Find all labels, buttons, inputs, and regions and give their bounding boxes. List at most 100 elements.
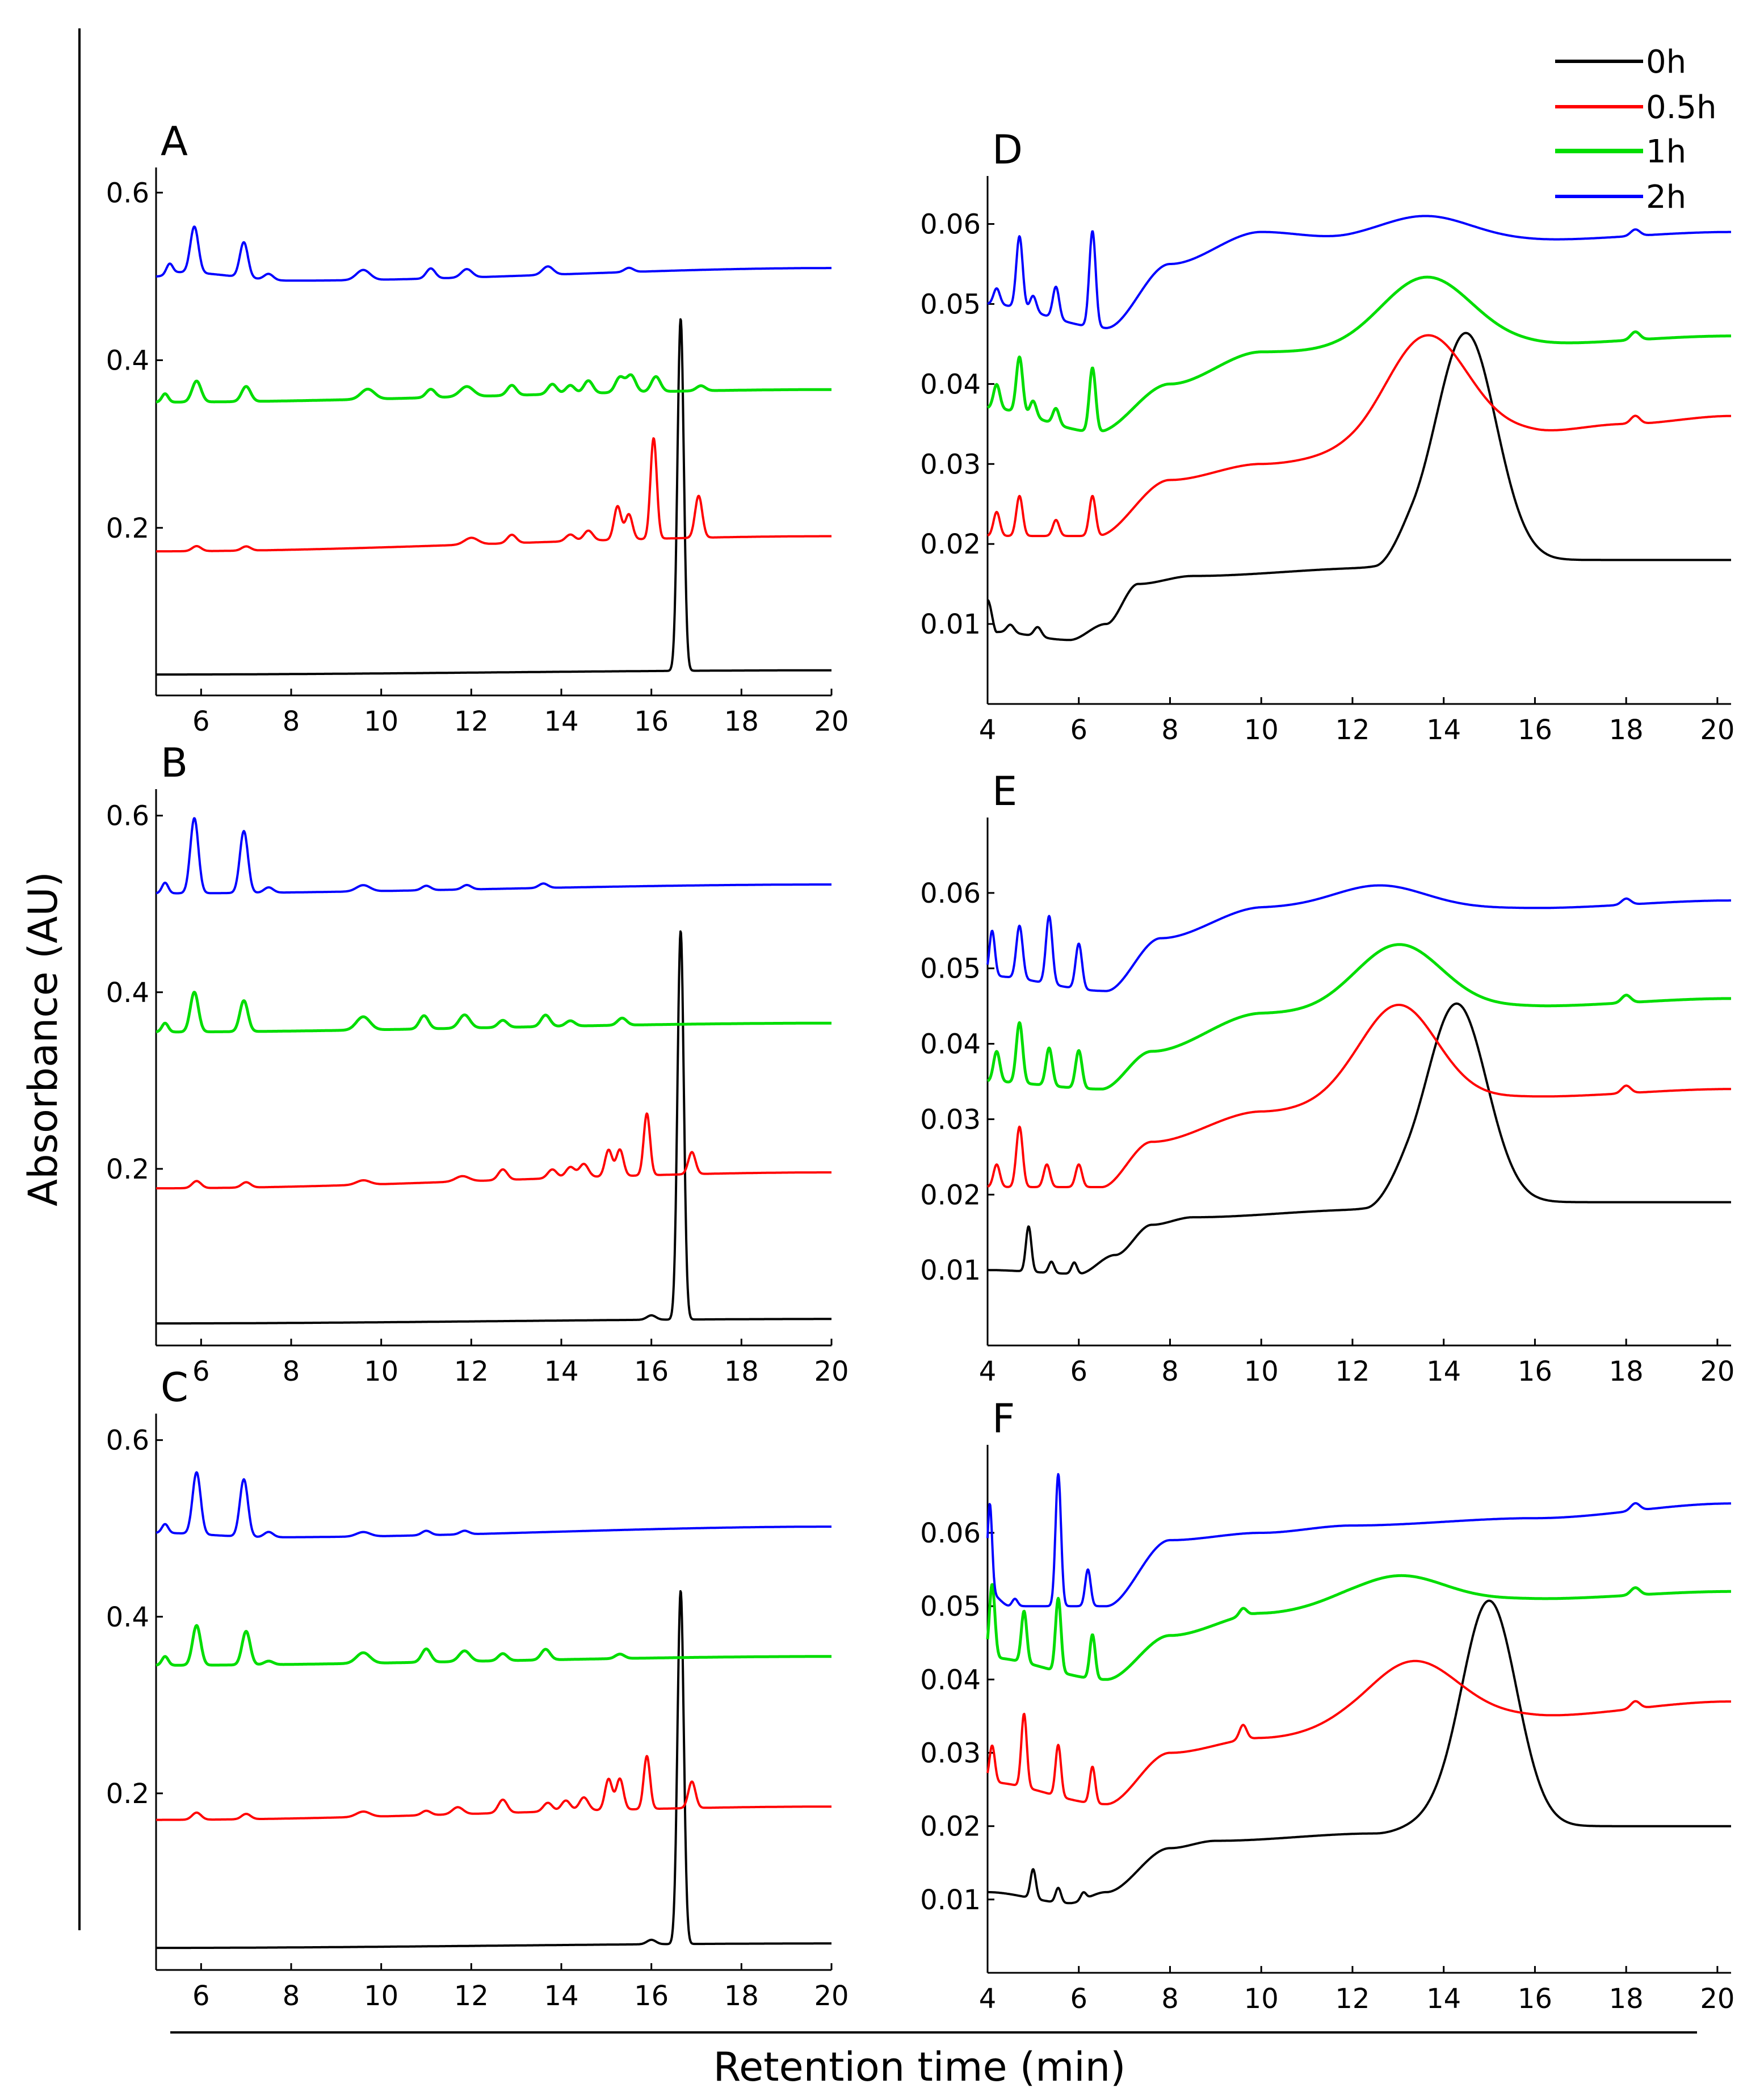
y-tick-label: 0.01 [920,1884,981,1916]
x-tick-label: 4 [979,714,997,746]
series-line-2h [155,225,833,282]
y-tick-label: 0.03 [920,1104,981,1135]
series-line-0h [155,1590,833,1950]
y-axis-title: Absorbance (AU) [20,871,66,1206]
y-tick-label: 0.4 [106,977,149,1009]
panel-label-d: D [992,127,1023,173]
y-tick-label: 0.06 [920,1517,981,1549]
x-tick-label: 8 [1161,1983,1179,2015]
x-tick-label: 8 [283,1356,300,1387]
x-tick-label: 20 [814,1980,849,2012]
x-tick-label: 14 [544,706,578,737]
x-tick-label: 14 [1426,1356,1461,1387]
x-tick-label: 12 [1335,714,1370,746]
x-tick-label: 20 [1700,1983,1734,2015]
y-tick-label: 0.02 [920,1179,981,1211]
y-tick-label: 0.04 [920,1029,981,1060]
panel-label-f: F [992,1395,1015,1442]
panel-label-a: A [161,118,188,165]
x-tick-label: 18 [724,706,759,737]
panel-c: 6 8 10 12 14 16 18 20 0.2 0.4 0.6 C [106,1364,849,2012]
legend-label-0h: 0h [1646,44,1686,81]
series-line-2h [155,817,833,895]
x-tick-label: 4 [979,1356,997,1387]
y-tick-label: 0.05 [920,1591,981,1623]
x-tick-label: 16 [1518,714,1552,746]
x-tick-label: 10 [364,1356,398,1387]
x-tick-label: 8 [283,1980,300,2012]
x-tick-label: 16 [634,1356,669,1387]
x-tick-label: 12 [454,1980,489,2012]
series-line-1h [986,275,1732,433]
legend-label-0-5h: 0.5h [1646,89,1717,126]
x-tick-label: 10 [1244,1983,1279,2015]
x-tick-label: 6 [192,706,210,737]
x-tick-label: 4 [979,1983,997,2015]
x-tick-label: 6 [1070,1356,1087,1387]
x-tick-label: 8 [283,706,300,737]
series-line-2h [986,884,1732,992]
series-line-2h [155,1471,833,1539]
x-tick-label: 14 [1426,714,1461,746]
x-axis-title: Retention time (min) [713,2044,1126,2090]
x-tick-label: 14 [544,1980,578,2012]
x-tick-label: 20 [814,706,849,737]
chart-panels: 6 8 10 12 14 16 18 20 0.2 0.4 0.6 A 6 8 10 12 14 16 18 20 0.… [106,118,1735,2015]
y-tick-label: 0.04 [920,368,981,400]
x-tick-label: 12 [454,706,489,737]
y-tick-label: 0.04 [920,1664,981,1696]
panel-label-e: E [992,768,1017,815]
series-line-0-5h [155,1755,833,1821]
panel-f: 4 6 8 10 12 14 16 18 20 0.01 0.02 0.03 0.04 0.05 0.06 F [920,1395,1734,2015]
x-tick-label: 20 [814,1356,849,1387]
series-line-0-5h [986,1004,1732,1188]
x-tick-label: 16 [1518,1356,1552,1387]
y-tick-label: 0.2 [106,1154,149,1185]
panel-e: 4 6 8 10 12 14 16 18 20 0.01 0.02 0.03 0.04 0.05 0.06 E [920,768,1734,1387]
series-line-1h [986,943,1732,1091]
x-tick-label: 12 [1335,1983,1370,2015]
x-tick-label: 12 [1335,1356,1370,1387]
x-tick-label: 6 [1070,714,1087,746]
x-tick-label: 18 [724,1356,759,1387]
y-tick-label: 0.02 [920,529,981,560]
series-line-0-5h [986,334,1732,538]
x-tick-label: 14 [544,1356,578,1387]
y-tick-label: 0.4 [106,345,149,377]
series-line-1h [155,1624,833,1667]
y-tick-label: 0.02 [920,1811,981,1843]
x-tick-label: 6 [192,1980,210,2012]
x-tick-label: 10 [364,1980,398,2012]
y-tick-label: 0.2 [106,1778,149,1810]
legend: 0h 0.5h 1h 2h [1555,44,1717,216]
y-tick-label: 0.06 [920,878,981,909]
y-tick-label: 0.06 [920,209,981,241]
y-tick-label: 0.2 [106,513,149,544]
panel-b: 6 8 10 12 14 16 18 20 0.2 0.4 0.6 B [106,740,849,1387]
x-tick-label: 18 [1609,714,1644,746]
y-tick-label: 0.05 [920,288,981,320]
panel-d: 4 6 8 10 12 14 16 18 20 0.01 0.02 0.03 0.04 0.05 0.06 D [920,127,1734,746]
series-line-0h [986,1599,1732,1905]
x-tick-label: 20 [1700,714,1734,746]
x-tick-label: 8 [1161,1356,1179,1387]
x-tick-label: 10 [1244,1356,1279,1387]
panel-a: 6 8 10 12 14 16 18 20 0.2 0.4 0.6 A [106,118,849,737]
y-tick-label: 0.03 [920,448,981,480]
panel-label-b: B [161,740,188,786]
y-tick-label: 0.6 [106,800,149,832]
y-tick-label: 0.01 [920,1255,981,1286]
x-tick-label: 18 [1609,1356,1644,1387]
series-line-0h [155,930,833,1325]
series-line-0-5h [155,437,833,553]
x-tick-label: 6 [192,1356,210,1387]
y-tick-label: 0.05 [920,953,981,985]
series-line-0-5h [155,1112,833,1190]
y-tick-label: 0.6 [106,1425,149,1457]
y-tick-label: 0.01 [920,609,981,640]
x-tick-label: 8 [1161,714,1179,746]
x-tick-label: 6 [1070,1983,1087,2015]
y-tick-label: 0.4 [106,1602,149,1633]
legend-label-2h: 2h [1646,179,1686,216]
